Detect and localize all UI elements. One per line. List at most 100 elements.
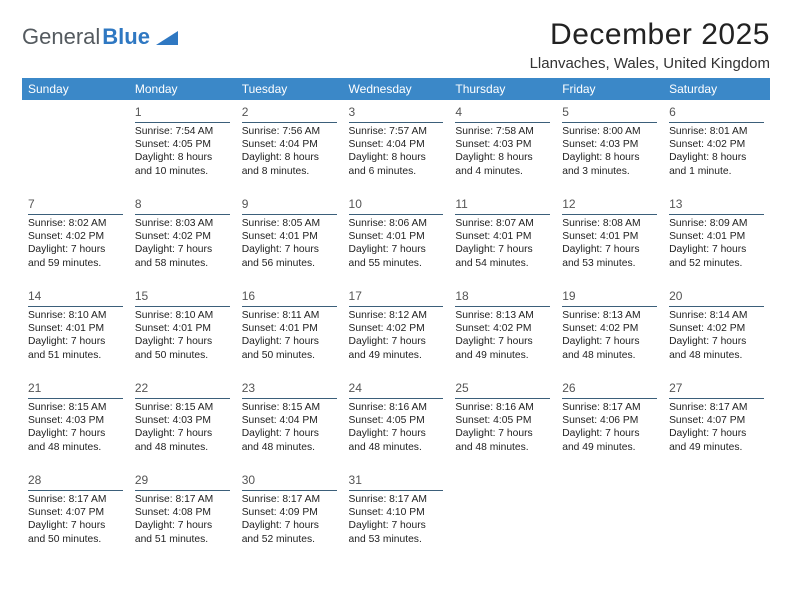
day-cell: 8 Sunrise: 8:03 AMSunset: 4:02 PMDaylight… bbox=[129, 192, 236, 284]
day-cell: 20 Sunrise: 8:14 AMSunset: 4:02 PMDayligh… bbox=[663, 284, 770, 376]
day-cell: 22 Sunrise: 8:15 AMSunset: 4:03 PMDayligh… bbox=[129, 376, 236, 468]
day-number: 26 bbox=[562, 381, 575, 395]
day-details: Sunrise: 8:16 AMSunset: 4:05 PMDaylight:… bbox=[455, 401, 550, 454]
calendar-body: 1Sunrise: 7:54 AMSunset: 4:05 PMDaylight… bbox=[22, 100, 770, 560]
empty-cell bbox=[556, 468, 663, 560]
day-cell: 5Sunrise: 8:00 AMSunset: 4:03 PMDaylight… bbox=[556, 100, 663, 192]
day-details: Sunrise: 8:16 AMSunset: 4:05 PMDaylight:… bbox=[349, 401, 444, 454]
day-cell: 17 Sunrise: 8:12 AMSunset: 4:02 PMDayligh… bbox=[343, 284, 450, 376]
weekday-header-monday: Monday bbox=[129, 78, 236, 100]
brand-part2: Blue bbox=[102, 24, 150, 50]
day-number: 23 bbox=[242, 381, 255, 395]
brand-logo: GeneralBlue bbox=[22, 18, 178, 50]
day-number: 6 bbox=[669, 105, 676, 119]
day-cell: 31Sunrise: 8:17 AMSunset: 4:10 PMDayligh… bbox=[343, 468, 450, 560]
calendar-weekday-header: SundayMondayTuesdayWednesdayThursdayFrid… bbox=[22, 78, 770, 100]
day-cell: 1Sunrise: 7:54 AMSunset: 4:05 PMDaylight… bbox=[129, 100, 236, 192]
day-cell: 19 Sunrise: 8:13 AMSunset: 4:02 PMDayligh… bbox=[556, 284, 663, 376]
day-cell: 7 Sunrise: 8:02 AMSunset: 4:02 PMDaylight… bbox=[22, 192, 129, 284]
calendar-week-row: 1Sunrise: 7:54 AMSunset: 4:05 PMDaylight… bbox=[22, 100, 770, 192]
calendar-grid: SundayMondayTuesdayWednesdayThursdayFrid… bbox=[22, 78, 770, 560]
day-number: 22 bbox=[135, 381, 148, 395]
day-cell: 28 Sunrise: 8:17 AMSunset: 4:07 PMDayligh… bbox=[22, 468, 129, 560]
day-cell: 15 Sunrise: 8:10 AMSunset: 4:01 PMDayligh… bbox=[129, 284, 236, 376]
day-cell: 21Sunrise: 8:15 AMSunset: 4:03 PMDayligh… bbox=[22, 376, 129, 468]
day-number: 8 bbox=[135, 197, 142, 211]
day-number: 7 bbox=[28, 197, 35, 211]
weekday-header-sunday: Sunday bbox=[22, 78, 129, 100]
day-number: 25 bbox=[455, 381, 468, 395]
day-cell: 13 Sunrise: 8:09 AMSunset: 4:01 PMDayligh… bbox=[663, 192, 770, 284]
day-number: 15 bbox=[135, 289, 148, 303]
empty-cell bbox=[22, 100, 129, 192]
day-cell: 29Sunrise: 8:17 AMSunset: 4:08 PMDayligh… bbox=[129, 468, 236, 560]
day-number: 3 bbox=[349, 105, 356, 119]
day-details: Sunrise: 8:10 AMSunset: 4:01 PMDaylight:… bbox=[135, 309, 230, 362]
calendar-page: GeneralBlue December 2025 Llanvaches, Wa… bbox=[0, 0, 792, 570]
day-details: Sunrise: 8:11 AMSunset: 4:01 PMDaylight:… bbox=[242, 309, 337, 362]
day-details: Sunrise: 7:58 AMSunset: 4:03 PMDaylight:… bbox=[455, 125, 550, 178]
day-number: 30 bbox=[242, 473, 255, 487]
day-cell: 3Sunrise: 7:57 AMSunset: 4:04 PMDaylight… bbox=[343, 100, 450, 192]
day-details: Sunrise: 8:01 AMSunset: 4:02 PMDaylight:… bbox=[669, 125, 764, 178]
day-details: Sunrise: 8:03 AMSunset: 4:02 PMDaylight:… bbox=[135, 217, 230, 270]
day-number: 9 bbox=[242, 197, 249, 211]
day-cell: 16Sunrise: 8:11 AMSunset: 4:01 PMDayligh… bbox=[236, 284, 343, 376]
day-details: Sunrise: 8:17 AMSunset: 4:10 PMDaylight:… bbox=[349, 493, 444, 546]
empty-cell bbox=[449, 468, 556, 560]
day-number: 5 bbox=[562, 105, 569, 119]
day-cell: 26 Sunrise: 8:17 AMSunset: 4:06 PMDayligh… bbox=[556, 376, 663, 468]
day-details: Sunrise: 8:12 AMSunset: 4:02 PMDaylight:… bbox=[349, 309, 444, 362]
day-number: 24 bbox=[349, 381, 362, 395]
day-details: Sunrise: 8:17 AMSunset: 4:06 PMDaylight:… bbox=[562, 401, 657, 454]
empty-cell bbox=[663, 468, 770, 560]
day-details: Sunrise: 8:17 AMSunset: 4:07 PMDaylight:… bbox=[669, 401, 764, 454]
day-number: 14 bbox=[28, 289, 41, 303]
day-details: Sunrise: 8:15 AMSunset: 4:03 PMDaylight:… bbox=[28, 401, 123, 454]
day-details: Sunrise: 8:02 AMSunset: 4:02 PMDaylight:… bbox=[28, 217, 123, 270]
day-details: Sunrise: 8:08 AMSunset: 4:01 PMDaylight:… bbox=[562, 217, 657, 270]
day-details: Sunrise: 8:13 AMSunset: 4:02 PMDaylight:… bbox=[455, 309, 550, 362]
day-number: 27 bbox=[669, 381, 682, 395]
calendar-week-row: 7 Sunrise: 8:02 AMSunset: 4:02 PMDaylight… bbox=[22, 192, 770, 284]
day-details: Sunrise: 8:15 AMSunset: 4:04 PMDaylight:… bbox=[242, 401, 337, 454]
title-block: December 2025 Llanvaches, Wales, United … bbox=[530, 18, 770, 72]
calendar-week-row: 21Sunrise: 8:15 AMSunset: 4:03 PMDayligh… bbox=[22, 376, 770, 468]
day-details: Sunrise: 8:17 AMSunset: 4:07 PMDaylight:… bbox=[28, 493, 123, 546]
brand-triangle-icon bbox=[156, 29, 178, 45]
weekday-header-wednesday: Wednesday bbox=[343, 78, 450, 100]
weekday-header-saturday: Saturday bbox=[663, 78, 770, 100]
day-details: Sunrise: 8:10 AMSunset: 4:01 PMDaylight:… bbox=[28, 309, 123, 362]
page-title: December 2025 bbox=[530, 18, 770, 52]
day-details: Sunrise: 7:56 AMSunset: 4:04 PMDaylight:… bbox=[242, 125, 337, 178]
day-cell: 4Sunrise: 7:58 AMSunset: 4:03 PMDaylight… bbox=[449, 100, 556, 192]
day-number: 17 bbox=[349, 289, 362, 303]
weekday-header-tuesday: Tuesday bbox=[236, 78, 343, 100]
brand-part1: General bbox=[22, 24, 100, 50]
day-cell: 9Sunrise: 8:05 AMSunset: 4:01 PMDaylight… bbox=[236, 192, 343, 284]
calendar-week-row: 28 Sunrise: 8:17 AMSunset: 4:07 PMDayligh… bbox=[22, 468, 770, 560]
day-cell: 27 Sunrise: 8:17 AMSunset: 4:07 PMDayligh… bbox=[663, 376, 770, 468]
day-cell: 25 Sunrise: 8:16 AMSunset: 4:05 PMDayligh… bbox=[449, 376, 556, 468]
day-number: 13 bbox=[669, 197, 682, 211]
day-cell: 18Sunrise: 8:13 AMSunset: 4:02 PMDayligh… bbox=[449, 284, 556, 376]
day-details: Sunrise: 8:06 AMSunset: 4:01 PMDaylight:… bbox=[349, 217, 444, 270]
day-details: Sunrise: 7:54 AMSunset: 4:05 PMDaylight:… bbox=[135, 125, 230, 178]
day-details: Sunrise: 8:09 AMSunset: 4:01 PMDaylight:… bbox=[669, 217, 764, 270]
weekday-header-thursday: Thursday bbox=[449, 78, 556, 100]
day-number: 19 bbox=[562, 289, 575, 303]
day-cell: 30 Sunrise: 8:17 AMSunset: 4:09 PMDayligh… bbox=[236, 468, 343, 560]
calendar-week-row: 14 Sunrise: 8:10 AMSunset: 4:01 PMDayligh… bbox=[22, 284, 770, 376]
day-details: Sunrise: 8:15 AMSunset: 4:03 PMDaylight:… bbox=[135, 401, 230, 454]
day-details: Sunrise: 8:13 AMSunset: 4:02 PMDaylight:… bbox=[562, 309, 657, 362]
day-details: Sunrise: 8:14 AMSunset: 4:02 PMDaylight:… bbox=[669, 309, 764, 362]
day-cell: 23 Sunrise: 8:15 AMSunset: 4:04 PMDayligh… bbox=[236, 376, 343, 468]
day-number: 20 bbox=[669, 289, 682, 303]
day-number: 28 bbox=[28, 473, 41, 487]
day-number: 12 bbox=[562, 197, 575, 211]
day-number: 10 bbox=[349, 197, 362, 211]
day-cell: 14 Sunrise: 8:10 AMSunset: 4:01 PMDayligh… bbox=[22, 284, 129, 376]
day-cell: 2Sunrise: 7:56 AMSunset: 4:04 PMDaylight… bbox=[236, 100, 343, 192]
day-details: Sunrise: 8:07 AMSunset: 4:01 PMDaylight:… bbox=[455, 217, 550, 270]
day-details: Sunrise: 8:17 AMSunset: 4:09 PMDaylight:… bbox=[242, 493, 337, 546]
